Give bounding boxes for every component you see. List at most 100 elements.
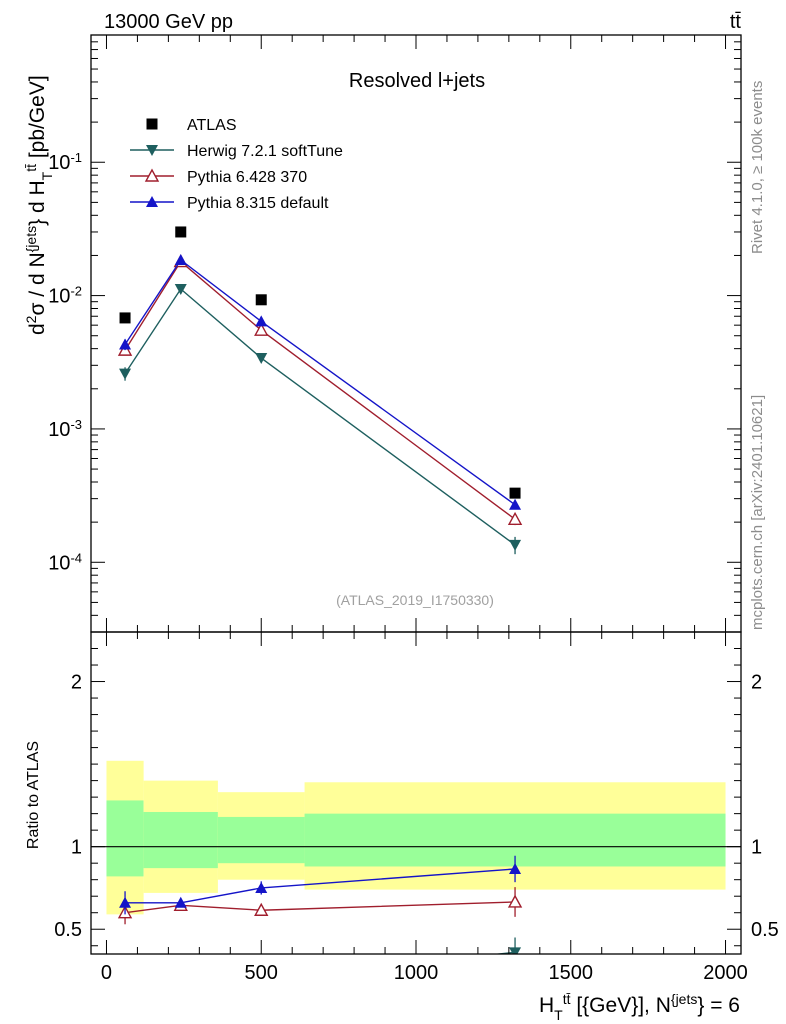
x-tick-label: 2000	[703, 962, 748, 984]
xlabel-ttbar: tt̄	[563, 991, 571, 1007]
series-herwig-7-2-1-softtune	[119, 284, 522, 555]
mcplots-source-text: mcplots.cern.ch [arXiv:2401.10621]	[749, 395, 766, 630]
main-y-tick-label: 10-2	[48, 283, 82, 308]
ratio-point-pythia-6-428-370	[254, 902, 269, 916]
tick-base: 10	[48, 552, 70, 574]
legend-label-herwig-7-2-1-softtune: Herwig 7.2.1 softTune	[187, 143, 343, 160]
ylabel-brace: } d H	[26, 180, 49, 226]
rivet-version-text: Rivet 4.1.0, ≥ 100k events	[749, 81, 766, 254]
ylabel-sigma: σ / d N	[26, 252, 49, 315]
series-atlas	[119, 226, 521, 499]
main-y-tick-label: 10-1	[48, 150, 82, 175]
ylabel-exp2: 2	[23, 315, 39, 323]
x-tick-label: 1500	[549, 962, 594, 984]
ratio-y-tick-label: 0.5	[54, 919, 82, 941]
ratio-axes: 0.5 0.5 1 1 2 2 0 500 1000 1500 2000	[54, 632, 779, 984]
ratio-y-tick-label-right: 2	[751, 672, 762, 694]
xlabel-gev: [{GeV}], N	[571, 994, 671, 1017]
ylabel-d: d	[26, 323, 49, 335]
line-pythia-6-428-370	[124, 260, 516, 520]
legend-marker-herwig-7-2-1-softtune	[146, 145, 158, 156]
ratio-point-pythia-8-315-default	[509, 862, 522, 874]
point-herwig-7-2-1-softtune	[119, 368, 132, 380]
process-label: tt̄	[730, 11, 742, 33]
ratio-plot-panel: 0.5 0.5 1 1 2 2 0 500 1000 1500 2000 Ratio to ATLA…	[25, 631, 779, 1023]
x-tick-label: 1000	[394, 962, 439, 984]
main-data-layer	[117, 226, 523, 555]
tick-base: 10	[48, 419, 70, 441]
uncertainty-band-inner	[217, 816, 305, 864]
ratio-y-tick-label: 1	[71, 837, 82, 859]
ratio-line-pythia-6-428-370	[124, 901, 516, 914]
ylabel-units: [pb/GeV]	[26, 75, 49, 164]
point-pythia-8-315-default	[509, 498, 522, 510]
series-pythia-6-428-370	[117, 254, 523, 526]
main-plot-panel: 10-110-210-310-4 Resolved l+jets (ATLAS_…	[23, 34, 742, 633]
ratio-point-herwig-7-2-1-softtune	[509, 947, 522, 954]
point-atlas	[119, 312, 131, 324]
series-pythia-8-315-default	[119, 253, 522, 510]
ratio-point-herwig-7-2-1-softtune	[119, 974, 131, 985]
ratio-line-pythia-8-315-default	[125, 868, 516, 904]
ratio-line-herwig-7-2-1-softtune	[492, 951, 516, 954]
main-y-tick-label: 10-4	[48, 550, 82, 575]
ratio-series-herwig-7-2-1-softtune	[119, 937, 522, 985]
ratio-series-pythia-8-315-default	[119, 855, 522, 915]
uncertainty-band-inner	[143, 811, 218, 869]
xlabel-eq: } = 6	[697, 994, 740, 1017]
ratio-point-herwig-7-2-1-softtune	[175, 974, 187, 985]
ylabel-ttbar: tt̄	[23, 164, 39, 172]
point-pythia-8-315-default	[255, 315, 268, 327]
point-atlas	[175, 226, 187, 238]
point-herwig-7-2-1-softtune	[255, 353, 268, 365]
x-axis-label: HTtt̄ [{GeV}], N{jets} = 6	[539, 991, 740, 1023]
line-herwig-7-2-1-softtune	[124, 287, 516, 546]
xlabel-T: T	[554, 1007, 563, 1023]
point-herwig-7-2-1-softtune	[509, 539, 522, 551]
plot-title: Resolved l+jets	[349, 70, 485, 92]
point-pythia-8-315-default	[119, 338, 132, 350]
tick-exponent: -1	[70, 150, 82, 165]
point-pythia-6-428-370	[254, 322, 269, 336]
tick-exponent: -3	[70, 416, 82, 431]
legend-label-atlas: ATLAS	[187, 117, 237, 134]
uncertainty-band-inner	[106, 800, 144, 877]
legend-label-pythia-8-315-default: Pythia 8.315 default	[187, 195, 329, 212]
ratio-y-axis-label: Ratio to ATLAS	[25, 741, 42, 849]
main-axes: 10-110-210-310-4	[48, 34, 741, 633]
tick-exponent: -4	[70, 550, 82, 565]
xlabel-jets: {jets	[671, 991, 697, 1007]
point-pythia-6-428-370	[507, 511, 523, 526]
point-herwig-7-2-1-softtune	[174, 284, 187, 296]
point-atlas	[509, 487, 521, 499]
tick-base: 10	[48, 152, 70, 174]
line-pythia-8-315-default	[124, 258, 516, 506]
legend-marker-pythia-6-428-370	[144, 168, 160, 182]
legend-marker-atlas	[146, 118, 158, 130]
main-y-tick-label: 10-3	[48, 416, 82, 441]
ratio-y-tick-label-right: 0.5	[751, 919, 779, 941]
ratio-point-pythia-6-428-370	[507, 894, 523, 908]
xlabel-H: H	[539, 994, 554, 1017]
ratio-point-pythia-8-315-default	[119, 896, 132, 908]
main-y-axis-label-text: d2σ / d N{jets} d HTtt̄ [pb/GeV]	[23, 75, 55, 335]
x-tick-label: 500	[245, 962, 278, 984]
x-tick-label: 0	[101, 962, 112, 984]
legend-marker-pythia-8-315-default	[146, 196, 158, 207]
point-pythia-8-315-default	[174, 253, 187, 265]
tick-exponent: -2	[70, 283, 82, 298]
tick-base: 10	[48, 286, 70, 308]
ylabel-jets: {jets	[23, 226, 39, 252]
legend-label-pythia-6-428-370: Pythia 6.428 370	[187, 169, 307, 186]
ylabel-T: T	[39, 171, 55, 180]
ratio-point-pythia-8-315-default	[255, 881, 268, 893]
ratio-y-tick-label-right: 1	[751, 837, 762, 859]
point-atlas	[255, 294, 267, 306]
ratio-y-tick-label: 2	[71, 672, 82, 694]
ratio-data-layer	[91, 760, 741, 985]
energy-label: 13000 GeV pp	[104, 11, 233, 33]
ratio-point-pythia-8-315-default	[174, 896, 187, 908]
main-y-axis-label: d2σ / d N{jets} d HTtt̄ [pb/GeV]	[23, 75, 55, 335]
x-axis-label-text: HTtt̄ [{GeV}], N{jets} = 6	[539, 991, 740, 1023]
legend: ATLAS Herwig 7.2.1 softTune Pythia 6.428 3…	[130, 117, 343, 212]
